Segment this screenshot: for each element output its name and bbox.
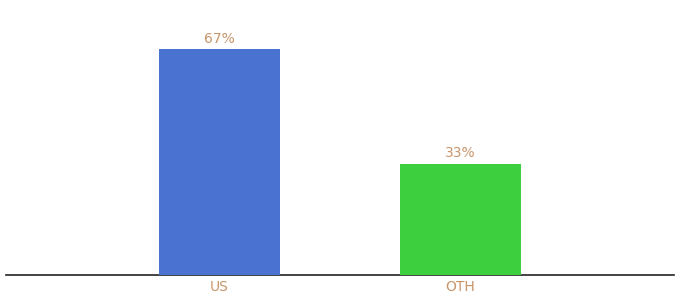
Text: 33%: 33%: [445, 146, 476, 161]
Bar: [401, 164, 521, 275]
Bar: [159, 49, 279, 275]
Text: 67%: 67%: [204, 32, 235, 46]
